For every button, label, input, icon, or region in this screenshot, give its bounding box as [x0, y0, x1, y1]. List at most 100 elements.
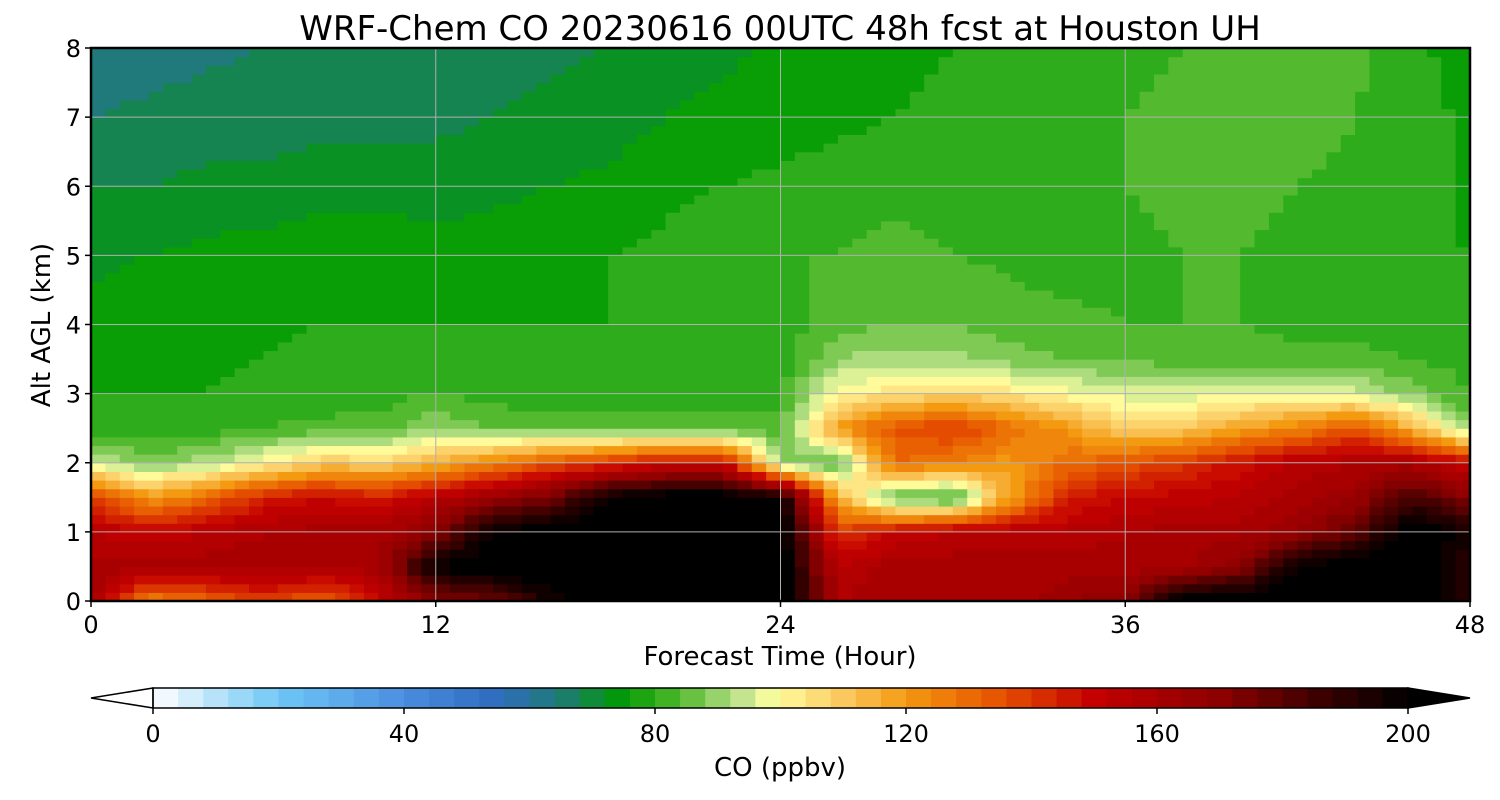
contour-cell: [1441, 592, 1457, 602]
contour-cell: [823, 592, 839, 602]
contour-cell: [881, 514, 925, 524]
colorbar-segment: [1382, 688, 1409, 708]
contour-cell: [1268, 212, 1457, 222]
colorbar-segment: [303, 688, 330, 708]
contour-cell: [1426, 445, 1442, 455]
contour-cell: [263, 462, 293, 472]
contour-cell: [1311, 514, 1327, 524]
contour-cell: [1053, 480, 1069, 490]
contour-cell: [1297, 480, 1356, 490]
colorbar-segment: [328, 688, 355, 708]
contour-cell: [1240, 410, 1284, 421]
contour-cell: [723, 454, 738, 464]
contour-cell: [435, 575, 451, 585]
contour-cell: [1369, 48, 1428, 58]
contour-cell: [105, 531, 193, 542]
contour-cell: [1311, 471, 1371, 481]
contour-cell: [1211, 566, 1241, 576]
contour-cell: [134, 592, 150, 602]
contour-cell: [249, 583, 279, 593]
contour-cell: [823, 557, 839, 568]
contour-cell: [1010, 523, 1069, 533]
contour-cell: [493, 203, 681, 213]
contour-cell: [981, 497, 997, 507]
contour-cell: [91, 454, 121, 464]
contour-cell: [1225, 445, 1256, 455]
contour-cell: [1355, 488, 1371, 498]
contour-cell: [852, 402, 882, 412]
contour-cell: [881, 480, 940, 490]
contour-cell: [1067, 488, 1098, 498]
contour-cell: [1067, 523, 1155, 533]
contour-cell: [909, 454, 968, 464]
contour-cell: [1383, 410, 1399, 421]
contour-cell: [1297, 419, 1327, 429]
contour-cell: [823, 523, 839, 533]
contour-cell: [1110, 419, 1198, 429]
colorbar-segment: [253, 688, 279, 708]
co-contour-field: [91, 48, 1471, 602]
contour-cell: [967, 402, 1011, 412]
contour-cell: [392, 462, 422, 472]
contour-cell: [809, 255, 968, 265]
contour-cell: [1125, 177, 1299, 187]
contour-cell: [981, 436, 1011, 447]
contour-cell: [91, 160, 207, 170]
contour-cell: [852, 238, 940, 248]
contour-cell: [1455, 505, 1471, 516]
contour-cell: [421, 514, 437, 524]
contour-cell: [1225, 557, 1241, 568]
contour-cell: [277, 583, 351, 593]
contour-cell: [1283, 557, 1299, 568]
contour-cell: [1412, 402, 1428, 412]
contour-cell: [665, 488, 724, 498]
contour-cell: [952, 505, 968, 516]
contour-cell: [1355, 108, 1457, 118]
contour-cell: [809, 307, 1112, 317]
contour-cell: [823, 471, 839, 481]
contour-cell: [938, 497, 954, 507]
contour-cell: [1153, 583, 1169, 593]
contour-cell: [1441, 540, 1471, 550]
contour-cell: [493, 445, 537, 455]
contour-cell: [1153, 575, 1169, 585]
contour-cell: [823, 497, 839, 507]
contour-cell: [1139, 91, 1356, 101]
contour-cell: [1283, 410, 1327, 421]
contour-cell: [1010, 359, 1155, 369]
contour-cell: [737, 428, 767, 438]
contour-cell: [392, 488, 408, 498]
contour-cell: [794, 436, 810, 447]
contour-cell: [1182, 48, 1371, 58]
contour-cell: [1383, 505, 1399, 516]
contour-cell: [1197, 557, 1227, 568]
contour-cell: [1355, 540, 1371, 550]
contour-cell: [608, 298, 810, 308]
contour-cell: [91, 220, 279, 231]
y-tick-label: 3: [66, 381, 81, 409]
contour-cell: [105, 471, 121, 481]
contour-cell: [148, 488, 164, 498]
contour-cell: [119, 575, 135, 585]
contour-cell: [881, 428, 897, 438]
contour-cell: [91, 592, 106, 602]
contour-cell: [421, 505, 437, 516]
contour-cell: [809, 402, 825, 412]
contour-cell: [1053, 289, 1184, 300]
contour-cell: [1441, 73, 1471, 84]
contour-cell: [866, 540, 897, 550]
contour-cell: [780, 505, 796, 516]
contour-cell: [277, 471, 308, 481]
contour-cell: [1297, 531, 1313, 542]
contour-cell: [1053, 410, 1083, 421]
contour-cell: [1383, 531, 1399, 542]
contour-cell: [1240, 471, 1270, 481]
contour-cell: [1225, 575, 1256, 585]
contour-cell: [1125, 125, 1356, 136]
contour-cell: [1455, 592, 1471, 602]
contour-cell: [1441, 393, 1471, 403]
contour-cell: [794, 505, 810, 516]
contour-cell: [91, 341, 279, 352]
contour-cell: [1168, 229, 1256, 239]
contour-cell: [608, 497, 782, 507]
